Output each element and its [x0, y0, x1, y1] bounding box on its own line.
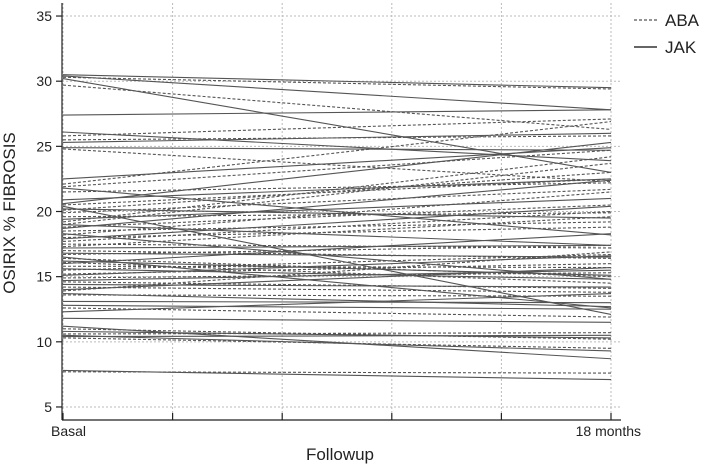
series-line-jak — [62, 178, 612, 201]
series-line-jak — [62, 252, 612, 258]
series-line-aba — [62, 182, 612, 193]
series-line-jak — [62, 256, 612, 309]
series-line-aba — [62, 272, 612, 279]
series-line-jak — [62, 255, 612, 276]
series-line-aba — [62, 162, 612, 226]
series-line-jak — [62, 244, 612, 249]
series-line-jak — [62, 334, 612, 352]
series-line-aba — [62, 286, 612, 293]
series-line-jak — [62, 283, 612, 288]
series-line-jak — [62, 223, 612, 246]
series-line-jak — [62, 197, 612, 220]
series-line-jak — [62, 334, 612, 338]
series-line-jak — [62, 205, 612, 240]
series-line-aba — [62, 149, 612, 188]
series-line-jak — [62, 269, 612, 282]
series-line-jak — [62, 74, 612, 89]
series-line-aba — [62, 328, 612, 340]
y-tick-label: 15 — [36, 269, 52, 285]
series-line-aba — [62, 76, 612, 90]
series-line-aba — [62, 84, 612, 130]
series-line-aba — [62, 221, 612, 232]
series-line-jak — [62, 208, 612, 219]
series-line-jak — [62, 300, 612, 304]
series-line-jak — [62, 75, 612, 111]
y-tick-label: 30 — [36, 73, 52, 89]
series-line-jak — [62, 266, 612, 291]
y-tick-label: 10 — [36, 334, 52, 350]
y-tick-label: 5 — [44, 399, 52, 415]
legend-label-jak: JAK — [665, 38, 697, 57]
series-line-jak — [62, 369, 612, 381]
legend: ABA JAK — [634, 11, 700, 57]
legend-label-aba: ABA — [665, 11, 700, 30]
series-line-jak — [62, 131, 612, 162]
series-line-jak — [62, 233, 612, 265]
series-line-jak — [62, 141, 612, 205]
x-tick-label: 18 months — [576, 423, 641, 439]
y-tick-label: 35 — [36, 8, 52, 24]
series-line-jak — [62, 325, 612, 360]
series-line-jak — [62, 293, 612, 308]
series-line-aba — [62, 265, 612, 269]
y-axis-title: OSIRIX % FIBROSIS — [0, 132, 19, 294]
series-line-aba — [62, 337, 612, 349]
series-layer — [62, 74, 612, 381]
series-line-aba — [62, 281, 612, 289]
series-line-aba — [62, 178, 612, 206]
series-line-jak — [62, 179, 612, 229]
y-tick-label: 20 — [36, 204, 52, 220]
x-axis-title: Followup — [306, 445, 374, 464]
series-line-jak — [62, 260, 612, 276]
series-line-jak — [62, 293, 612, 313]
series-line-jak — [62, 268, 612, 280]
series-line-jak — [62, 330, 612, 339]
series-line-aba — [62, 307, 612, 318]
x-ticks: Basal 18 months — [51, 413, 641, 439]
series-line-aba — [62, 253, 612, 271]
series-line-aba — [62, 118, 612, 137]
series-line-jak — [62, 317, 612, 323]
series-line-aba — [62, 332, 612, 335]
series-line-jak — [62, 132, 612, 143]
series-line-aba — [62, 204, 612, 228]
series-line-aba — [62, 171, 612, 211]
series-line-aba — [62, 135, 612, 141]
series-line-jak — [62, 78, 612, 173]
series-line-jak — [62, 304, 612, 310]
series-line-jak — [62, 147, 612, 151]
series-line-jak — [62, 109, 612, 116]
y-tick-label: 25 — [36, 138, 52, 154]
series-line-aba — [62, 188, 612, 214]
series-line-aba — [62, 148, 612, 183]
y-ticks: 5 10 15 20 25 30 35 — [36, 8, 62, 415]
series-line-aba — [62, 226, 612, 239]
x-tick-label: Basal — [51, 423, 86, 439]
series-line-aba — [62, 244, 612, 256]
